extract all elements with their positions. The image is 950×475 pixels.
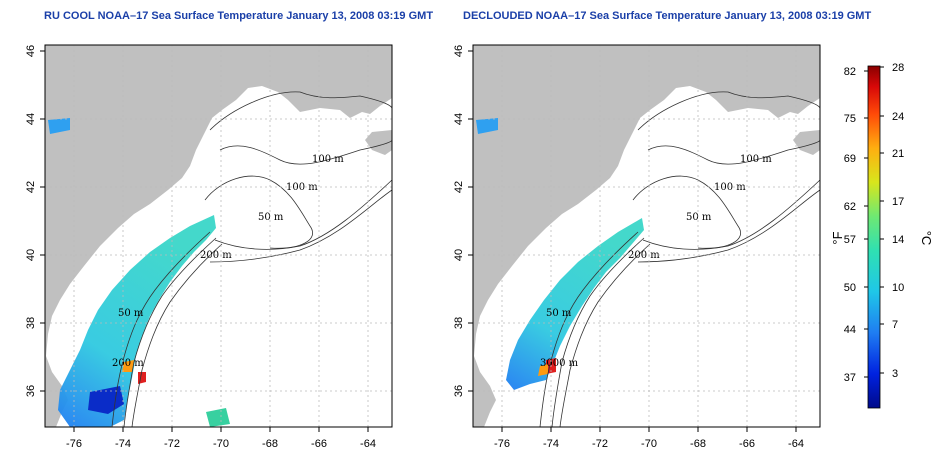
celsius-tick-label: 17	[892, 196, 904, 208]
right-land-nova-scotia	[793, 130, 820, 155]
left-grid	[45, 45, 392, 427]
fahrenheit-tick-label: 82	[844, 66, 856, 78]
x-tick-label: -76	[494, 438, 510, 450]
y-tick-label: 38	[25, 317, 37, 329]
fahrenheit-axis-label: °F	[830, 231, 845, 244]
left-panel-title: RU COOL NOAA–17 Sea Surface Temperature …	[44, 10, 434, 22]
right-contour-label: 50 m	[686, 212, 712, 223]
celsius-tick-label: 10	[892, 282, 904, 294]
y-tick-label: 44	[25, 113, 37, 125]
fahrenheit-tick-labels: 82 75 69 62 57 50 44 37	[844, 66, 856, 384]
right-sst-bay-patch	[476, 118, 498, 134]
celsius-tick-label: 24	[892, 111, 904, 123]
celsius-axis-label: °C	[919, 231, 934, 246]
right-contour-label: 50 m	[546, 308, 572, 319]
x-tick-label: -72	[164, 438, 180, 450]
y-tick-label: 44	[453, 113, 465, 125]
y-tick-label: 40	[453, 249, 465, 261]
right-sst-warm-patch-2	[538, 364, 548, 376]
y-tick-label: 36	[25, 385, 37, 397]
right-contour-label: 200 m	[628, 250, 660, 261]
left-tick-marks	[40, 50, 369, 432]
right-frame	[472, 44, 821, 428]
x-tick-label: -68	[690, 438, 706, 450]
fahrenheit-tick-label: 50	[844, 282, 856, 294]
left-contour-label: 200 m	[112, 358, 144, 369]
right-y-tick-labels: 36 38 40 42 44 46	[453, 45, 465, 397]
y-tick-label: 36	[453, 385, 465, 397]
left-sst-warm-patch-2	[122, 360, 134, 372]
left-contour-label: 100 m	[312, 154, 344, 165]
x-tick-label: -66	[311, 438, 327, 450]
left-land-nova-scotia	[365, 130, 392, 155]
fahrenheit-tick-label: 62	[844, 201, 856, 213]
fahrenheit-tick-label: 57	[844, 234, 856, 246]
fahrenheit-tick-label: 37	[844, 372, 856, 384]
left-map-panel: 100 m 100 m 50 m 200 m 50 m 200 m	[25, 44, 393, 450]
x-tick-label: -64	[788, 438, 804, 450]
y-tick-label: 42	[453, 181, 465, 193]
left-contour-label: 50 m	[118, 308, 144, 319]
right-contour-label: 100 m	[714, 182, 746, 193]
right-contour-label: 100 m	[740, 154, 772, 165]
right-panel-title: DECLOUDED NOAA–17 Sea Surface Temperatur…	[463, 10, 872, 22]
left-sst-bay-patch	[48, 118, 70, 134]
celsius-tick-label: 7	[892, 319, 898, 331]
left-sst-warm-patch	[138, 372, 146, 384]
x-tick-label: -64	[360, 438, 376, 450]
right-sst-swath	[506, 218, 644, 390]
celsius-tick-label: 14	[892, 234, 904, 246]
right-contour-label: 3000 m	[540, 358, 579, 369]
left-land	[45, 45, 392, 427]
fahrenheit-tick-label: 75	[844, 113, 856, 125]
celsius-tick-label: 3	[892, 368, 898, 380]
left-contour-label: 50 m	[258, 212, 284, 223]
x-tick-label: -70	[641, 438, 657, 450]
right-map-panel: 100 m 100 m 50 m 200 m 50 m 3000 m	[453, 44, 821, 450]
x-tick-label: -66	[739, 438, 755, 450]
left-sst-south-patch	[206, 408, 230, 427]
celsius-tick-labels: 28 24 21 17 14 10 7 3	[892, 62, 904, 380]
colorbar-gradient	[867, 65, 881, 409]
x-tick-label: -74	[543, 438, 559, 450]
right-land	[473, 45, 820, 427]
x-tick-label: -68	[262, 438, 278, 450]
celsius-tick-label: 21	[892, 148, 904, 160]
y-tick-label: 46	[25, 45, 37, 57]
x-tick-label: -76	[66, 438, 82, 450]
colorbar-ticks	[864, 66, 884, 378]
x-tick-label: -70	[213, 438, 229, 450]
left-contour-label: 100 m	[286, 182, 318, 193]
left-contour-label: 200 m	[200, 250, 232, 261]
right-tick-marks	[468, 50, 797, 432]
y-tick-label: 38	[453, 317, 465, 329]
right-grid	[473, 45, 820, 427]
y-tick-label: 42	[25, 181, 37, 193]
x-tick-label: -72	[592, 438, 608, 450]
right-x-tick-labels: -76 -74 -72 -70 -68 -66 -64	[494, 438, 804, 450]
left-y-tick-labels: 36 38 40 42 44 46	[25, 45, 37, 397]
right-bathymetry-contours	[539, 91, 820, 427]
left-frame	[44, 44, 393, 428]
y-tick-label: 46	[453, 45, 465, 57]
left-contour-labels: 100 m 100 m 50 m 200 m 50 m 200 m	[112, 154, 344, 369]
fahrenheit-tick-label: 69	[844, 153, 856, 165]
y-tick-label: 40	[25, 249, 37, 261]
left-x-tick-labels: -76 -74 -72 -70 -68 -66 -64	[66, 438, 376, 450]
x-tick-label: -74	[115, 438, 131, 450]
celsius-tick-label: 28	[892, 62, 904, 74]
fahrenheit-tick-label: 44	[844, 324, 856, 336]
right-contour-labels: 100 m 100 m 50 m 200 m 50 m 3000 m	[540, 154, 772, 369]
temperature-colorbar: 82 75 69 62 57 50 44 37 28 24 21 17 14 1…	[830, 62, 934, 409]
left-sst-cold-patch	[88, 386, 124, 414]
